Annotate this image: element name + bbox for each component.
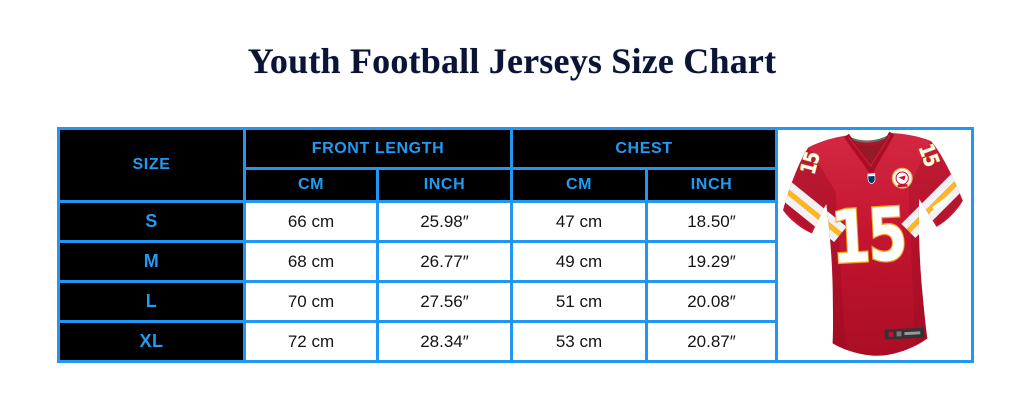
size-chart-panel: SIZE FRONT LENGTH CHEST CM INCH CM INCH … bbox=[57, 127, 975, 363]
nike-swoosh-icon bbox=[932, 192, 953, 210]
front-length-cm-value: 68 cm bbox=[243, 240, 379, 283]
size-label: M bbox=[57, 240, 246, 283]
nfl-shield-icon bbox=[866, 173, 875, 185]
page-title: Youth Football Jerseys Size Chart bbox=[247, 41, 777, 81]
table-row-xl: XL 72 cm 28.34″ 53 cm 20.87″ bbox=[57, 320, 779, 363]
column-header-size: SIZE bbox=[57, 127, 246, 203]
jock-tag bbox=[883, 327, 924, 340]
column-header-front-cm: CM bbox=[243, 167, 379, 203]
chest-cm-value: 49 cm bbox=[510, 240, 648, 283]
chest-cm-value: 51 cm bbox=[510, 280, 648, 323]
front-length-inch-value: 28.34″ bbox=[376, 320, 513, 363]
chest-inch-value: 18.50″ bbox=[644, 200, 779, 243]
front-length-cm-value: 70 cm bbox=[243, 280, 379, 323]
front-length-inch-value: 27.56″ bbox=[376, 280, 513, 323]
header-row-units: CM INCH CM INCH bbox=[59, 167, 779, 203]
chest-inch-value: 20.87″ bbox=[644, 320, 779, 363]
column-header-chest-cm: CM bbox=[510, 167, 648, 203]
chest-inch-value: 19.29″ bbox=[644, 240, 779, 283]
front-length-cm-value: 66 cm bbox=[243, 200, 379, 243]
column-header-front-inch: INCH bbox=[376, 167, 513, 203]
size-label: L bbox=[57, 280, 246, 323]
column-header-chest-inch: INCH bbox=[644, 167, 779, 203]
size-label: XL bbox=[57, 320, 246, 363]
chiefs-patch-icon bbox=[891, 167, 913, 189]
header-row-groups: SIZE FRONT LENGTH CHEST bbox=[57, 127, 779, 203]
column-header-chest: CHEST bbox=[509, 127, 779, 170]
front-length-inch-value: 26.77″ bbox=[376, 240, 513, 283]
table-row-s: S 66 cm 25.98″ 47 cm 18.50″ bbox=[57, 200, 779, 243]
column-header-front-length: FRONT LENGTH bbox=[243, 127, 513, 170]
chest-cm-value: 53 cm bbox=[510, 320, 648, 363]
svg-text:15: 15 bbox=[828, 192, 906, 280]
chest-cm-value: 47 cm bbox=[510, 200, 648, 243]
front-length-inch-value: 25.98″ bbox=[376, 200, 513, 243]
size-chart-table: SIZE FRONT LENGTH CHEST CM INCH CM INCH … bbox=[57, 127, 779, 363]
table-row-l: L 70 cm 27.56″ 51 cm 20.08″ bbox=[57, 280, 779, 323]
jersey-photo: 15 15 15 bbox=[778, 127, 975, 363]
table-row-m: M 68 cm 26.77″ 49 cm 19.29″ bbox=[57, 240, 779, 283]
front-length-cm-value: 72 cm bbox=[243, 320, 379, 363]
chest-inch-value: 20.08″ bbox=[644, 280, 779, 323]
size-label: S bbox=[57, 200, 246, 243]
jersey-collar bbox=[843, 131, 895, 173]
football-jersey-image: 15 15 15 bbox=[780, 130, 969, 360]
chest-number: 15 bbox=[827, 191, 907, 282]
